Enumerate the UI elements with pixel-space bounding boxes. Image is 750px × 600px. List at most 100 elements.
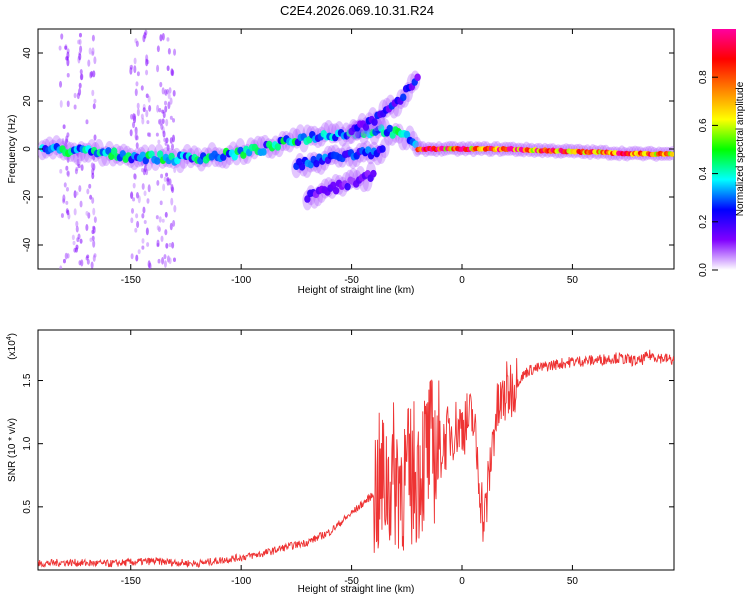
snr-line (38, 349, 674, 569)
snr-x-label: Height of straight line (km) (298, 584, 415, 595)
noise-mark (78, 185, 82, 193)
noise-mark (78, 32, 82, 38)
noise-mark (90, 261, 94, 269)
noise-mark (163, 176, 167, 182)
noise-mark (79, 200, 83, 208)
snr-x-tick-label: 0 (459, 576, 465, 587)
noise-mark (137, 249, 141, 254)
trace-core-mark (364, 146, 372, 154)
spectrogram-x-tick-label: 50 (567, 275, 579, 286)
trace-core-mark (400, 93, 407, 102)
spectrogram-marks (38, 29, 674, 269)
noise-mark (166, 37, 170, 42)
noise-mark (167, 93, 171, 100)
noise-mark (168, 87, 172, 94)
noise-mark (173, 167, 177, 174)
noise-mark (172, 257, 176, 263)
noise-mark (163, 254, 167, 260)
noise-mark (162, 183, 166, 192)
noise-mark (134, 129, 138, 136)
noise-mark (93, 134, 97, 141)
trace-core-mark (231, 152, 238, 161)
noise-mark (141, 167, 145, 173)
spectrogram-axes: -150 -100 -50 0 50 -40 -20 0 20 40 (22, 29, 674, 286)
noise-mark (66, 51, 70, 60)
spectrogram-x-tick-label: 0 (459, 275, 465, 286)
noise-mark (147, 184, 151, 193)
noise-mark (155, 215, 159, 220)
colorbar-tick-label: 0.2 (698, 214, 709, 228)
noise-mark (161, 218, 165, 223)
snr-x-tick-label: 50 (567, 576, 579, 587)
noise-mark (133, 173, 137, 180)
noise-mark (59, 169, 63, 174)
noise-mark (86, 188, 90, 195)
spectrogram-x-tick-label: -150 (121, 275, 141, 286)
noise-mark (136, 108, 140, 117)
noise-mark (145, 227, 149, 236)
noise-mark (143, 220, 147, 225)
noise-mark (129, 129, 133, 137)
trace-core-mark (110, 147, 118, 155)
spectrogram-y-tick-label: 40 (22, 47, 33, 59)
noise-mark (60, 33, 64, 40)
noise-mark (90, 162, 94, 169)
noise-mark (76, 158, 80, 167)
noise-mark (132, 197, 136, 202)
noise-mark (159, 34, 163, 42)
trace-core-mark (371, 118, 378, 126)
noise-mark (165, 118, 169, 127)
noise-mark (76, 237, 80, 243)
trace-core-mark (260, 148, 267, 156)
noise-mark (164, 211, 168, 218)
noise-mark (91, 47, 95, 55)
noise-mark (135, 135, 139, 141)
noise-mark (156, 243, 160, 248)
noise-mark (79, 73, 83, 81)
noise-mark (140, 85, 144, 91)
trace-core-mark (403, 130, 411, 139)
noise-mark (129, 67, 133, 75)
noise-mark (156, 104, 160, 113)
noise-mark (168, 242, 172, 248)
trace-core-mark (156, 150, 164, 158)
snr-marks (38, 349, 674, 569)
noise-mark (156, 64, 160, 73)
noise-mark (65, 200, 69, 205)
noise-mark (172, 134, 176, 143)
noise-mark (169, 115, 173, 120)
snr-y-tick-label: 0.5 (22, 499, 33, 513)
snr-y-label: SNR (10 * v/v) (7, 418, 18, 482)
noise-mark (64, 45, 68, 50)
snr-x-tick-label: -100 (231, 576, 251, 587)
noise-mark (159, 200, 163, 206)
noise-mark (66, 253, 70, 259)
noise-mark (165, 89, 169, 95)
trace-core-mark (362, 123, 370, 131)
noise-mark (165, 242, 169, 249)
noise-mark (66, 170, 70, 176)
noise-mark (64, 142, 68, 149)
colorbar-ticks: 0.0 0.2 0.4 0.6 0.8 (698, 70, 718, 277)
chart-title: C2E4.2026.069.10.31.R24 (280, 3, 434, 18)
noise-mark (161, 87, 165, 95)
noise-mark (141, 183, 145, 190)
noise-mark (60, 213, 64, 218)
noise-mark (167, 101, 171, 110)
noise-mark (143, 190, 147, 197)
noise-mark (92, 103, 96, 110)
noise-mark (85, 119, 89, 125)
noise-mark (159, 81, 163, 88)
noise-mark (88, 183, 92, 189)
noise-mark (90, 70, 94, 78)
noise-mark (66, 132, 70, 138)
noise-mark (172, 219, 176, 227)
noise-mark (155, 132, 159, 137)
noise-mark (59, 265, 63, 269)
noise-mark (163, 260, 167, 268)
colorbar-tick-label: 0.8 (698, 70, 709, 84)
noise-mark (132, 182, 136, 189)
noise-mark (141, 238, 145, 244)
noise-mark (165, 172, 169, 177)
